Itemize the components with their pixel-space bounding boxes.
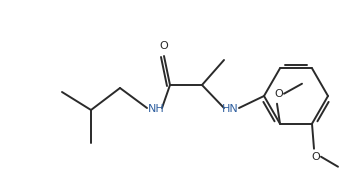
Text: O: O xyxy=(312,152,320,162)
Text: O: O xyxy=(160,41,169,51)
Text: O: O xyxy=(275,89,283,99)
Text: NH: NH xyxy=(148,104,164,114)
Text: HN: HN xyxy=(222,104,238,114)
